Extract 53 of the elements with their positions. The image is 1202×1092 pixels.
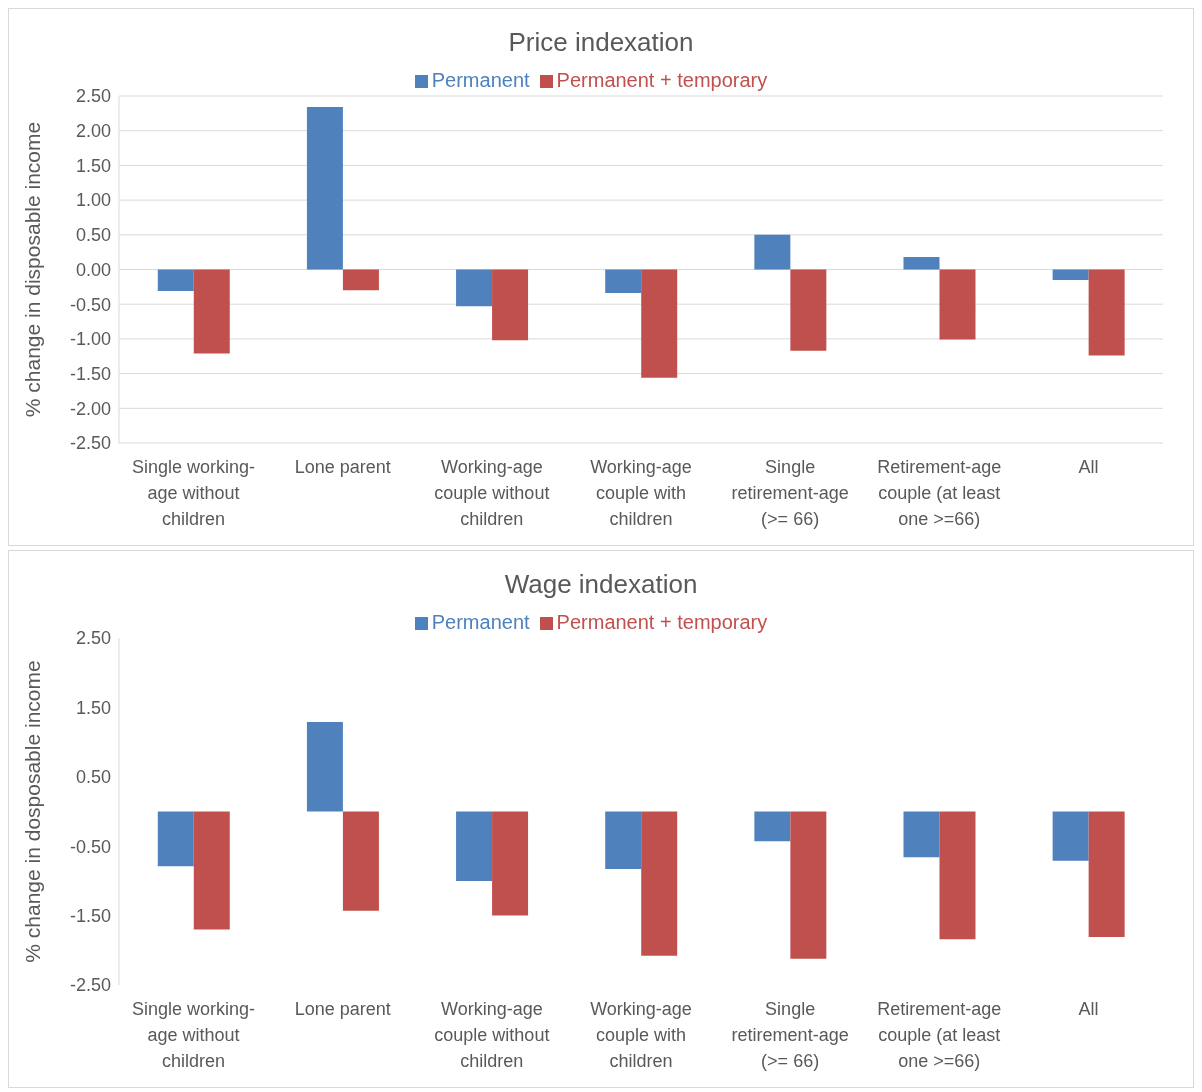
- legend-label: Permanent: [431, 69, 530, 91]
- y-tick-label: -0.50: [69, 836, 111, 857]
- x-tick-label: Retirement-age couple (at least one >=66): [877, 457, 1002, 529]
- bar: [157, 269, 194, 292]
- y-tick-label: 2.00: [75, 121, 111, 142]
- x-tick-label: Single working-age without children: [132, 999, 256, 1071]
- bar: [342, 269, 379, 291]
- y-tick-label: 1.50: [75, 697, 111, 718]
- bar: [605, 269, 642, 294]
- bar: [754, 234, 791, 270]
- x-tick-label: Lone parent: [294, 999, 391, 1019]
- chart-title: Wage indexation: [503, 568, 699, 601]
- y-axis-title: % change in dosposable income: [21, 660, 45, 963]
- y-tick-label: -2.50: [69, 433, 111, 454]
- bar: [193, 269, 230, 354]
- x-tick-label: Single retirement-age (>= 66): [731, 999, 849, 1071]
- legend-label: Permanent + temporary: [556, 69, 768, 91]
- x-tick-label: Working-age couple without children: [434, 457, 550, 529]
- x-tick-label: Single retirement-age (>= 66): [731, 457, 849, 529]
- y-tick-label: 0.00: [75, 259, 111, 280]
- y-tick-label: -1.50: [69, 363, 111, 384]
- bar: [641, 269, 678, 378]
- bar: [306, 107, 343, 270]
- x-tick-label: Working-age couple with children: [590, 457, 692, 529]
- x-tick-label: Working-age couple without children: [434, 999, 550, 1071]
- x-tick-label: Lone parent: [294, 457, 391, 477]
- y-tick-label: 0.50: [75, 225, 111, 246]
- x-tick-label: Single working-age without children: [132, 457, 256, 529]
- bar: [456, 269, 493, 307]
- y-axis-title: % change in disposable income: [21, 121, 45, 418]
- bar: [492, 269, 529, 341]
- x-tick-label: Retirement-age couple (at least one >=66): [877, 999, 1002, 1071]
- x-tick-label: All: [1078, 999, 1099, 1019]
- bar: [1088, 269, 1125, 356]
- legend-label: Permanent: [431, 611, 530, 633]
- y-tick-label: 0.50: [75, 767, 111, 788]
- y-tick-label: 2.50: [75, 86, 111, 107]
- y-tick-label: 1.00: [75, 190, 111, 211]
- y-tick-label: -1.00: [69, 329, 111, 350]
- x-tick-label: Working-age couple with children: [590, 999, 692, 1071]
- bar: [1052, 269, 1089, 280]
- x-tick-label: All: [1078, 457, 1099, 477]
- y-tick-label: -2.50: [69, 975, 111, 996]
- bar: [939, 269, 976, 340]
- y-tick-label: -2.00: [69, 398, 111, 419]
- y-tick-label: 2.50: [75, 628, 111, 649]
- y-tick-label: -1.50: [69, 905, 111, 926]
- legend-label: Permanent + temporary: [556, 611, 768, 633]
- bar: [790, 269, 827, 351]
- bar: [903, 257, 940, 270]
- y-tick-label: -0.50: [69, 294, 111, 315]
- chart-title: Price indexation: [507, 26, 695, 59]
- y-tick-label: 1.50: [75, 155, 111, 176]
